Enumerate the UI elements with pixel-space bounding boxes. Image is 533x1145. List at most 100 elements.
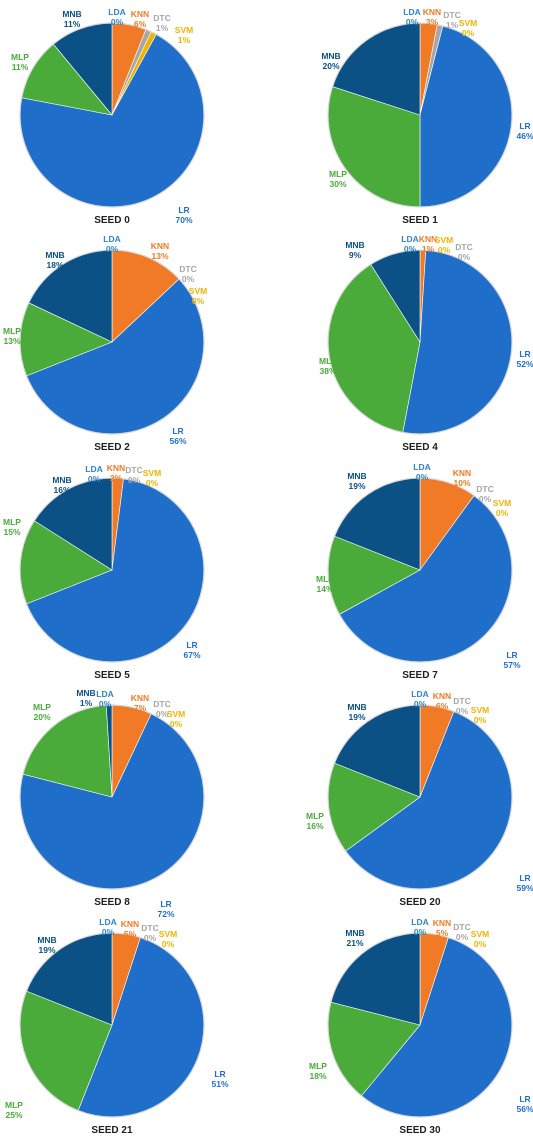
data-label-mlp: MLP 30% (329, 169, 347, 189)
data-label-knn: KNN 3% (423, 7, 441, 27)
data-label-lr: LR 51% (211, 1069, 228, 1089)
pie-outline (19, 22, 205, 208)
data-label-lda: LDA 0% (401, 234, 418, 254)
data-label-lda: LDA 0% (96, 689, 113, 709)
pie-chart-seed-30: LDA 0% KNN 5%DTC 0% SVM 0% LR 56% MLP 18% MNB 21% SEE… (309, 917, 533, 1136)
pie-outline (327, 22, 513, 208)
data-label-dtc: DTC 1% (443, 10, 460, 30)
data-label-mnb: MNB 19% (37, 935, 56, 955)
data-label-knn: KNN 2% (107, 463, 125, 483)
pie-chart-seed-21: LDA 0% KNN 5%DTC 0% SVM 0% LR 51% MLP 25% MNB 19% SEE… (5, 917, 229, 1136)
data-label-dtc: DTC 0% (453, 696, 470, 716)
pie-outline (327, 249, 513, 435)
data-label-mlp: MLP 15% (3, 517, 21, 537)
data-label-svm: SVM 0% (493, 498, 511, 518)
data-label-knn: KNN 6% (131, 9, 149, 29)
data-label-knn: KNN 5% (433, 918, 451, 938)
pie-outline (19, 477, 205, 663)
data-label-lda: LDA 0% (411, 917, 428, 937)
chart-title: SEED 30 (399, 1125, 441, 1136)
data-label-knn: KNN 5% (121, 919, 139, 939)
chart-title: SEED 8 (94, 897, 130, 908)
data-label-mnb: MNB 1% (76, 688, 95, 708)
chart-title: SEED 20 (399, 897, 441, 908)
data-label-lr: LR 46% (516, 121, 533, 141)
data-label-lda: LDA 0% (103, 234, 120, 254)
pie-outline (327, 704, 513, 890)
pie-outline (327, 477, 513, 663)
data-label-knn: KNN 13% (151, 241, 169, 261)
data-label-lda: LDA 0% (413, 462, 430, 482)
data-label-knn: KNN 6% (433, 691, 451, 711)
pie-chart-seed-20: LDA 0% KNN 6% DTC 0% SVM 0% LR 59% MLP 16% MNB 19% SEE… (306, 689, 533, 908)
chart-title: SEED 21 (91, 1125, 133, 1136)
chart-title: SEED 1 (402, 215, 438, 226)
data-label-mnb: MNB 18% (45, 250, 64, 270)
pie-chart-seed-1: LDA 0%KNN 3%DTC 1% SVM 0% LR 46% MLP 30% MNB 20% SEE… (321, 7, 533, 226)
data-label-mlp: MLP 20% (33, 702, 51, 722)
chart-title: SEED 0 (94, 215, 130, 226)
chart-title: SEED 2 (94, 442, 130, 453)
data-label-mnb: MNB 21% (345, 928, 364, 948)
data-label-svm: SVM 0% (159, 929, 177, 949)
chart-title: SEED 7 (402, 670, 438, 681)
data-label-mlp: MLP 14% (316, 574, 334, 594)
pie-outline (19, 704, 205, 890)
pie-chart-seed-4: LDA 0%KNN 1%SVM 0% DTC 0% LR 52% MLP 38% MNB 9% SEED… (319, 234, 533, 453)
pie-chart-seed-2: LDA 0% KNN 13% DTC 0% SVM 0% LR 56% MLP 13% MNB 18% SE… (3, 234, 207, 453)
data-label-knn: KNN 1% (419, 234, 437, 254)
pie-outline (19, 249, 205, 435)
data-label-knn: KNN 10% (453, 468, 471, 488)
data-label-mlp: MLP 16% (306, 811, 324, 831)
data-label-lr: LR 56% (169, 426, 186, 446)
data-label-dtc: DTC 0% (141, 923, 158, 943)
data-label-lda: LDA 0% (99, 917, 116, 937)
pie-chart-seed-8: LDA 0% KNN 7% DTC 0%SVM 0% LR 72% MLP 20% MNB 1% SEED… (19, 688, 205, 919)
data-label-mnb: MNB 20% (321, 51, 340, 71)
data-label-svm: SVM 0% (471, 929, 489, 949)
data-label-lr: LR 57% (503, 650, 520, 670)
data-label-lda: LDA 0% (85, 464, 102, 484)
data-label-dtc: DTC 0% (455, 242, 472, 262)
data-label-svm: SVM 0% (471, 705, 489, 725)
pie-outline (327, 932, 513, 1118)
data-label-lr: LR 52% (516, 349, 533, 369)
data-label-dtc: DTC 0% (125, 465, 142, 485)
data-label-mnb: MNB 11% (62, 9, 81, 29)
data-label-dtc: DTC 0% (179, 264, 196, 284)
data-label-svm: SVM 0% (167, 709, 185, 729)
data-label-mnb: MNB 9% (345, 240, 364, 260)
data-label-svm: SVM 0% (435, 235, 453, 255)
data-label-mlp: MLP 13% (3, 326, 21, 346)
pie-outline (19, 932, 205, 1118)
data-label-dtc: DTC 1% (153, 13, 170, 33)
pie-chart-seed-7: LDA 0% KNN 10% DTC 0% SVM 0% LR 57% MLP 14% MNB 19% SE… (316, 462, 521, 681)
data-label-dtc: DTC 0% (153, 699, 170, 719)
data-label-lr: LR 67% (183, 640, 200, 660)
data-label-lr: LR 59% (516, 873, 533, 893)
data-label-lda: LDA 0% (108, 7, 125, 27)
data-label-mnb: MNB 16% (52, 475, 71, 495)
chart-title: SEED 4 (402, 442, 438, 453)
data-label-lr: LR 56% (516, 1094, 533, 1114)
pie-chart-seed-5: LDA 0% KNN 2%DTC 0%SVM 0% LR 67% MLP 15% MNB 16% SEE… (3, 463, 205, 681)
data-label-lr: LR 70% (175, 205, 192, 225)
data-label-svm: SVM 0% (189, 286, 207, 306)
data-label-mnb: MNB 19% (347, 471, 366, 491)
data-label-mlp: MLP 25% (5, 1100, 23, 1120)
data-label-mnb: MNB 19% (347, 702, 366, 722)
data-label-dtc: DTC 0% (453, 922, 470, 942)
data-label-svm: SVM 0% (459, 18, 477, 38)
data-label-lda: LDA 0% (411, 689, 428, 709)
data-label-svm: SVM 1% (175, 25, 193, 45)
data-label-lr: LR 72% (157, 899, 174, 919)
data-label-dtc: DTC 0% (476, 484, 493, 504)
data-label-mlp: MLP 38% (319, 356, 337, 376)
pie-chart-seed-0: LDA 0% KNN 6%DTC 1% SVM 1% LR 70% MLP 11% MNB 11% SEE… (11, 7, 205, 226)
chart-title: SEED 5 (94, 670, 130, 681)
data-label-knn: KNN 7% (131, 693, 149, 713)
data-label-svm: SVM 0% (143, 468, 161, 488)
data-label-mlp: MLP 18% (309, 1061, 327, 1081)
